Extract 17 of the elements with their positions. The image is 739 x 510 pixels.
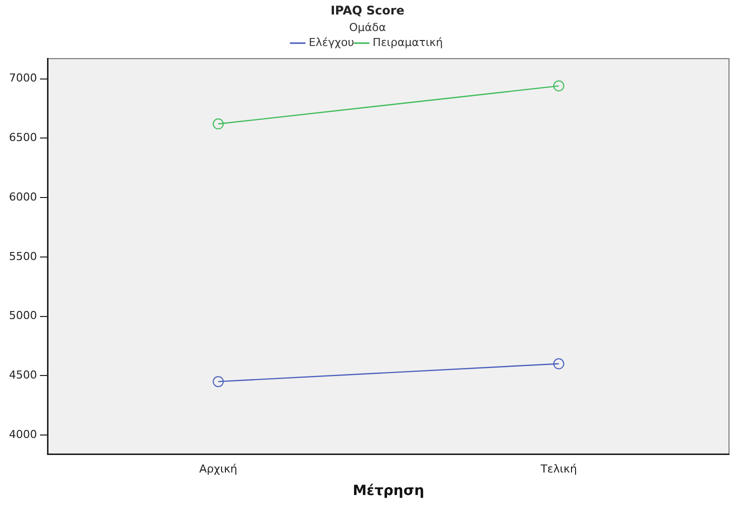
point [553, 80, 564, 92]
x-tick-label: Αρχική [199, 462, 238, 476]
y-tick-label: 6000 [8, 190, 37, 204]
y-tick-label: 6500 [8, 131, 37, 144]
y-tick-label: 4500 [8, 368, 37, 382]
point [212, 118, 224, 130]
y-tick-label: 5000 [8, 309, 37, 322]
x-tick-label: Τελική [540, 462, 577, 476]
y-tick-label: 7000 [8, 72, 37, 85]
y-tick-label: 5500 [8, 250, 37, 263]
legend-label: Πειραματική [372, 36, 443, 49]
y-tick-label: 4000 [8, 428, 37, 441]
chart-title: IPAQ Score [330, 3, 404, 18]
point [553, 358, 564, 370]
point [212, 376, 224, 388]
legend-label: Ελέγχου [308, 36, 354, 49]
x-axis-title: Μέτρηση [352, 483, 424, 500]
